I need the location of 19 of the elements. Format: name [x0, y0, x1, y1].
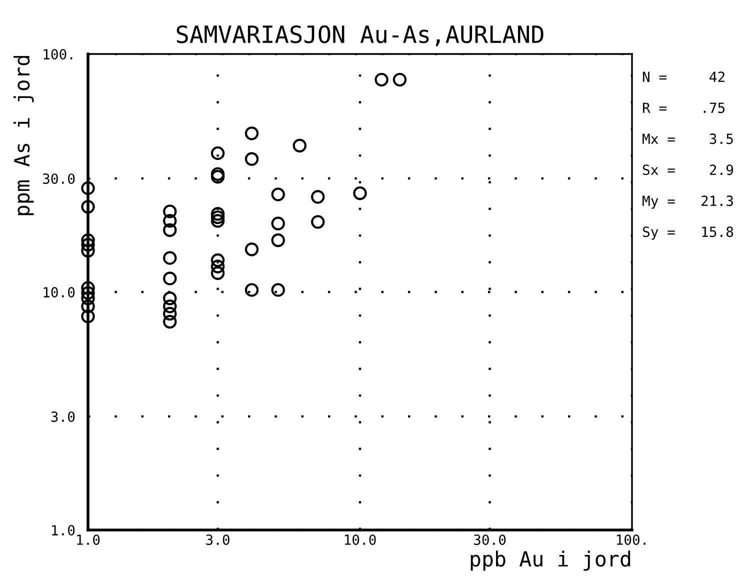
text: Sx = 2.9 [642, 164, 734, 176]
x-tick-label: 100. [616, 534, 646, 545]
text: My = 21.3 [642, 196, 733, 209]
y-tick-label: 100. [44, 49, 72, 60]
text: R = .75 [642, 102, 725, 114]
y-tick-label: 30.0 [42, 173, 75, 184]
text: N = 42 [642, 72, 724, 82]
x-tick-label: 1.0 [77, 534, 100, 545]
y-tick-label: 10.0 [44, 287, 75, 298]
y-tick-label: 1.0 [52, 525, 75, 536]
x-tick-label: 30.0 [474, 534, 506, 545]
y-axis-title: ppm As i jord [14, 56, 34, 216]
x-tick-label: 3.0 [206, 534, 230, 545]
x-tick-label: 10.0 [344, 534, 376, 545]
text: Sy = 15.8 [642, 226, 734, 240]
y-tick-label: 3.0 [51, 411, 75, 422]
chart-title: SAMVARIASJON Au-As,AURLAND [176, 25, 544, 46]
text: Mx = 3.5 [642, 134, 733, 144]
x-axis-title: ppb Au i jord [470, 550, 630, 571]
